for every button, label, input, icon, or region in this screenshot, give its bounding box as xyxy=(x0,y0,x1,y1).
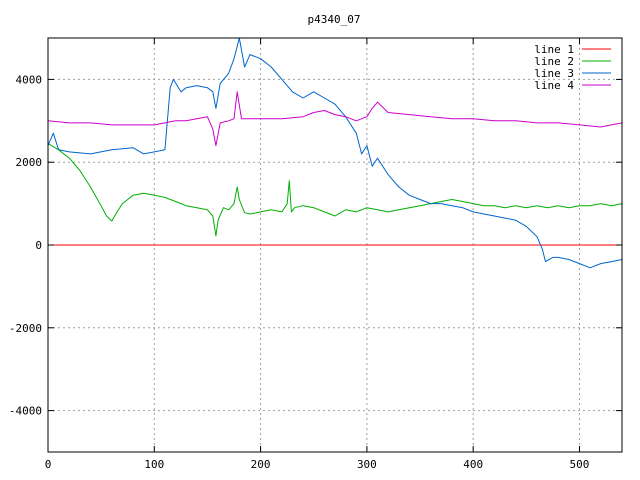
x-tick-label: 0 xyxy=(45,458,52,471)
y-tick-label: -4000 xyxy=(9,405,42,418)
y-tick-label: 0 xyxy=(35,239,42,252)
series-line-2 xyxy=(47,143,623,237)
chart-title: p4340_07 xyxy=(308,13,361,26)
x-tick-label: 300 xyxy=(357,458,377,471)
plot-area xyxy=(47,37,623,269)
y-tick-label: 4000 xyxy=(16,73,43,86)
y-tick-label: -2000 xyxy=(9,322,42,335)
x-tick-label: 500 xyxy=(570,458,590,471)
legend-label: line 2 xyxy=(534,55,574,68)
x-tick-label: 400 xyxy=(463,458,483,471)
series-line-3 xyxy=(47,37,623,269)
legend-label: line 4 xyxy=(534,79,574,92)
axes: -4000 -2000 0 2000 4000 0 100 200 300 400 500 xyxy=(9,38,622,471)
x-tick-label: 100 xyxy=(144,458,164,471)
legend-label: line 1 xyxy=(534,43,574,56)
legend-label: line 3 xyxy=(534,67,574,80)
x-tick-label: 200 xyxy=(251,458,271,471)
series-line-4 xyxy=(47,91,623,147)
y-tick-label: 2000 xyxy=(16,156,43,169)
